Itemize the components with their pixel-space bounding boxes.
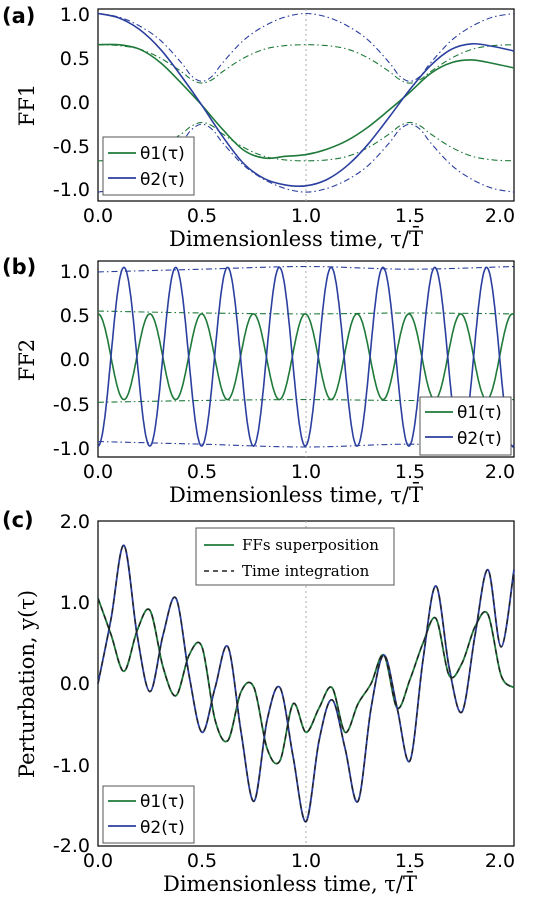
panel-b-legend: θ1(τ) θ2(τ) xyxy=(419,396,512,456)
panel-b-xlabel: Dimensionless time, τ/T̄ xyxy=(169,482,423,507)
panel-a-xtick: 0.5 xyxy=(187,205,217,227)
panel-a-ytick: 1.0 xyxy=(60,4,90,26)
panel-c-legend-bottom: θ1(τ) θ2(τ) xyxy=(102,785,195,844)
panel-b-xtick: 0.5 xyxy=(187,461,217,483)
panel-b-theta2-line xyxy=(97,266,515,447)
legend-label-theta2: θ2(τ) xyxy=(140,170,185,190)
panel-c-xtick: 1.0 xyxy=(291,850,321,872)
legend-box xyxy=(102,785,195,844)
legend-label-theta1: θ1(τ) xyxy=(140,144,185,164)
panel-b-xtick: 1.5 xyxy=(395,461,425,483)
panel-a-letter: (a) xyxy=(2,4,35,28)
legend-box xyxy=(195,527,395,586)
panel-b-ylabel: FF2 xyxy=(15,339,39,382)
panel-c-xlabel: Dimensionless time, τ/T̄ xyxy=(163,871,417,896)
panel-c-xtick: 1.5 xyxy=(395,850,425,872)
panel-b-envelope-theta2 xyxy=(97,265,515,273)
panel-a-ylabel: FF1 xyxy=(15,84,39,127)
panel-c-xtick: 0.0 xyxy=(83,850,113,872)
panel-a-xtick: 2.0 xyxy=(485,205,515,227)
panel-a: (a) 1.0 0.5 0.0 -0.5 -1.0 0.0 0.5 1.0 1.… xyxy=(2,4,515,251)
panel-a-xtick: 0.0 xyxy=(83,205,113,227)
legend-label-theta2: θ2(τ) xyxy=(140,818,185,838)
panel-a-theta1-line xyxy=(97,43,515,160)
panel-a-theta2-line xyxy=(97,12,515,188)
panel-a-xlabel: Dimensionless time, τ/T̄ xyxy=(169,226,423,251)
panel-b-xtick: 2.0 xyxy=(485,461,515,483)
legend-label-theta2: θ2(τ) xyxy=(457,429,502,449)
panel-a-ytick: -0.5 xyxy=(53,136,90,158)
panel-a-envelope-theta1 xyxy=(97,44,515,84)
panel-a-legend: θ1(τ) θ2(τ) xyxy=(102,136,195,196)
panel-c-legend-top: FFs superposition Time integration xyxy=(195,527,395,586)
panel-a-ytick: 0.5 xyxy=(60,48,90,70)
panel-b-ytick: 0.0 xyxy=(60,349,90,371)
panel-c-theta1-integration xyxy=(97,597,515,765)
panel-a-envelope-theta2 xyxy=(97,12,515,82)
panel-c-ytick: -1.0 xyxy=(53,755,90,777)
panel-b-ytick: -1.0 xyxy=(53,438,90,460)
legend-box xyxy=(102,136,195,196)
panel-c-letter: (c) xyxy=(2,508,34,532)
panel-b-xtick: 0.0 xyxy=(83,461,113,483)
legend-label-integration: Time integration xyxy=(242,562,370,580)
panel-b-ytick: -0.5 xyxy=(53,394,90,416)
panel-b-letter: (b) xyxy=(2,255,36,279)
panel-b-ytick: 0.5 xyxy=(60,305,90,327)
panel-c-xtick: 2.0 xyxy=(485,850,515,872)
panel-a-ytick: 0.0 xyxy=(60,92,90,114)
panel-b-theta1-line xyxy=(97,313,515,401)
panel-c: (c) 2.0 1.0 0.0 -1.0 -2.0 0.0 0.5 1.0 1.… xyxy=(2,508,515,896)
legend-label-theta1: θ1(τ) xyxy=(457,403,502,423)
legend-box xyxy=(419,396,512,456)
panel-a-xtick: 1.0 xyxy=(291,205,321,227)
panel-c-ytick: 0.0 xyxy=(60,673,90,695)
panel-a-xtick: 1.5 xyxy=(395,205,425,227)
panel-c-ylabel: Perturbation, y(τ) xyxy=(15,590,39,778)
panel-b-ytick: 1.0 xyxy=(60,261,90,283)
panel-c-ytick: 1.0 xyxy=(60,592,90,614)
panel-c-ytick: 2.0 xyxy=(60,511,90,533)
panel-a-envelope-theta1 xyxy=(97,121,515,162)
panel-c-xtick: 0.5 xyxy=(187,850,217,872)
legend-label-superposition: FFs superposition xyxy=(242,536,379,554)
panel-c-ytick: -2.0 xyxy=(53,835,90,857)
panel-b: (b) 1.0 0.5 0.0 -0.5 -1.0 0.0 0.5 1.0 1.… xyxy=(2,255,515,507)
panel-a-ytick: -1.0 xyxy=(53,179,90,201)
panel-b-xtick: 1.0 xyxy=(291,461,321,483)
panel-c-theta2-line xyxy=(97,544,515,823)
legend-label-theta1: θ1(τ) xyxy=(140,792,185,812)
